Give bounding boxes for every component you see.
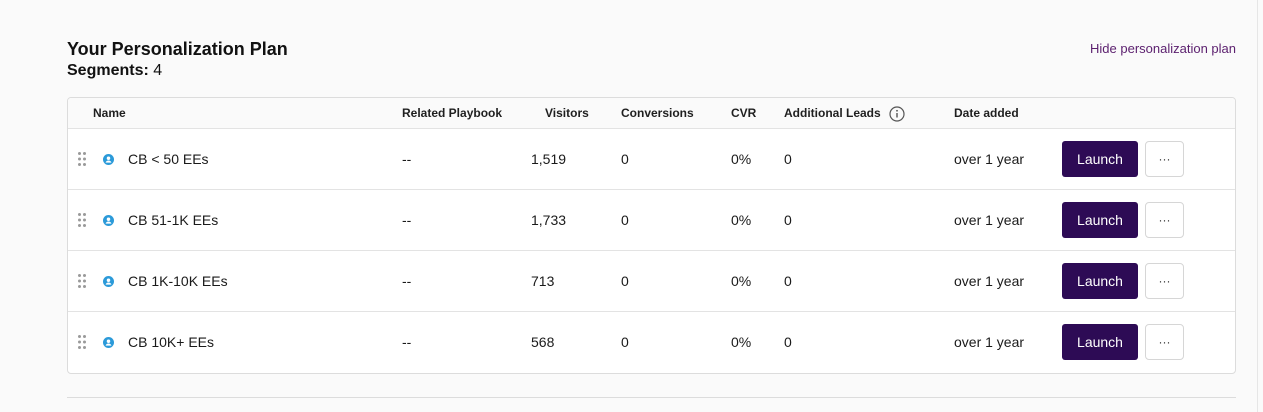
page-title: Your Personalization Plan: [67, 39, 288, 59]
visitors-value: 1,519: [531, 151, 567, 167]
cvr-value: 0%: [731, 273, 752, 289]
table-row: CB 1K-10K EEs -- 713 0 0% 0 over 1 year …: [68, 251, 1235, 312]
conversions-value: 0: [621, 151, 629, 167]
more-options-button[interactable]: ···: [1145, 324, 1184, 360]
drag-handle-icon[interactable]: [78, 335, 86, 349]
cvr-value: 0%: [731, 151, 752, 167]
related-playbook: --: [402, 151, 412, 167]
conversions-value: 0: [621, 273, 629, 289]
plan-header: Your Personalization Plan Segments: 4 Hi…: [67, 38, 1236, 81]
person-icon: [103, 215, 114, 226]
launch-button[interactable]: Launch: [1062, 263, 1138, 299]
related-playbook: --: [402, 273, 412, 289]
visitors-value: 713: [531, 273, 555, 289]
section-divider: [67, 397, 1236, 398]
drag-handle-icon[interactable]: [78, 274, 86, 288]
date-added-value: over 1 year: [954, 212, 1025, 228]
more-options-button[interactable]: ···: [1145, 263, 1184, 299]
info-icon[interactable]: [889, 105, 905, 122]
segments-summary: Segments: 4: [67, 61, 1236, 81]
conversions-value: 0: [621, 334, 629, 350]
segments-label: Segments:: [67, 62, 149, 79]
table-row: CB 51-1K EEs -- 1,733 0 0% 0 over 1 year…: [68, 190, 1235, 251]
segments-count: 4: [153, 62, 163, 79]
segments-table: Name Related Playbook Visitors Conversio…: [67, 97, 1236, 374]
launch-button[interactable]: Launch: [1062, 202, 1138, 238]
segment-name[interactable]: CB 10K+ EEs: [128, 334, 214, 350]
launch-button[interactable]: Launch: [1062, 141, 1138, 177]
segment-name[interactable]: CB 1K-10K EEs: [128, 273, 228, 289]
related-playbook: --: [402, 334, 412, 350]
person-icon: [103, 337, 114, 348]
conversions-value: 0: [621, 212, 629, 228]
cvr-value: 0%: [731, 212, 752, 228]
more-options-button[interactable]: ···: [1145, 141, 1184, 177]
table-row: CB 10K+ EEs -- 568 0 0% 0 over 1 year La…: [68, 312, 1235, 373]
launch-button[interactable]: Launch: [1062, 324, 1138, 360]
related-playbook: --: [402, 212, 412, 228]
date-added-value: over 1 year: [954, 273, 1025, 289]
date-added-value: over 1 year: [954, 151, 1025, 167]
more-options-button[interactable]: ···: [1145, 202, 1184, 238]
column-playbook[interactable]: Related Playbook: [402, 106, 503, 120]
table-body: CB < 50 EEs -- 1,519 0 0% 0 over 1 year …: [68, 129, 1235, 373]
drag-handle-icon[interactable]: [78, 213, 86, 227]
segment-name[interactable]: CB < 50 EEs: [128, 151, 209, 167]
column-date-added[interactable]: Date added: [954, 106, 1019, 120]
table-row: CB < 50 EEs -- 1,519 0 0% 0 over 1 year …: [68, 129, 1235, 190]
visitors-value: 568: [531, 334, 555, 350]
drag-handle-icon[interactable]: [78, 152, 86, 166]
column-name[interactable]: Name: [93, 106, 126, 120]
additional-leads-value: 0: [784, 212, 792, 228]
visitors-value: 1,733: [531, 212, 567, 228]
additional-leads-value: 0: [784, 273, 792, 289]
date-added-value: over 1 year: [954, 334, 1025, 350]
person-icon: [103, 154, 114, 165]
hide-plan-link[interactable]: Hide personalization plan: [1090, 41, 1236, 56]
segment-name[interactable]: CB 51-1K EEs: [128, 212, 219, 228]
column-additional-leads[interactable]: Additional Leads: [784, 98, 905, 129]
person-icon: [103, 276, 114, 287]
additional-leads-value: 0: [784, 151, 792, 167]
additional-leads-label: Additional Leads: [784, 106, 881, 120]
column-visitors[interactable]: Visitors: [545, 106, 589, 120]
cvr-value: 0%: [731, 334, 752, 350]
column-cvr[interactable]: CVR: [731, 106, 757, 120]
additional-leads-value: 0: [784, 334, 792, 350]
scroll-edge: [1257, 0, 1258, 412]
table-header: Name Related Playbook Visitors Conversio…: [68, 98, 1235, 129]
column-conversions[interactable]: Conversions: [621, 106, 694, 120]
